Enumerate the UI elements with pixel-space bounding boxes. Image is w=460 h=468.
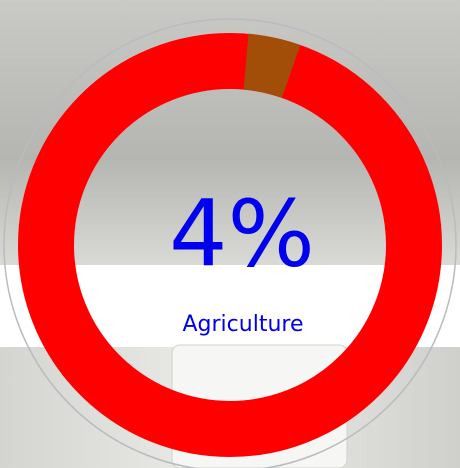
donut-track	[18, 33, 442, 457]
value-label: 4%	[169, 180, 315, 287]
donut	[18, 33, 442, 457]
outer-outline	[3, 18, 457, 468]
donut-segment	[242, 33, 301, 99]
category-label: Agriculture	[183, 312, 304, 337]
